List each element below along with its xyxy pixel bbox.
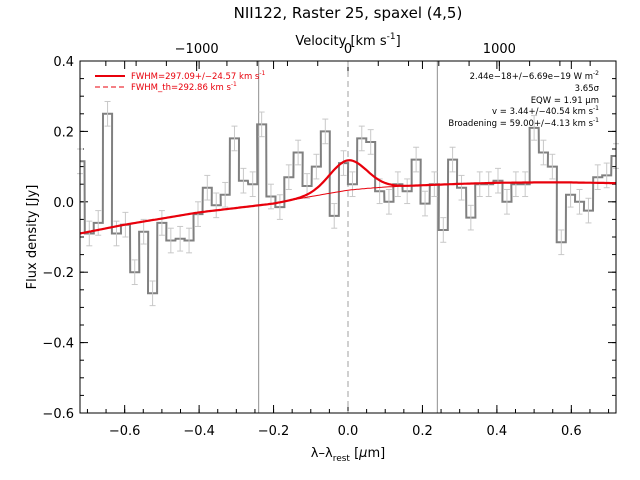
fit-line [79, 159, 616, 235]
y-tick-label: 0.4 [53, 55, 74, 70]
y-tick-label: −0.2 [42, 266, 74, 281]
y-tick-label: −0.4 [42, 337, 74, 352]
data-step-line [80, 112, 616, 295]
x-tick-label: 0.0 [338, 424, 359, 439]
top-tick-label: 0 [344, 42, 352, 57]
annotation-broadening: Broadening = 59.00+/−4.13 km s-1 [448, 117, 599, 129]
x-tick-label: 0.4 [487, 424, 508, 439]
top-tick-label: −1000 [175, 42, 219, 57]
legend-label-fwhm: FWHM=297.09+/−24.57 km s-1 [131, 70, 266, 82]
x-axis-label: λ–λrest [μm] [311, 446, 385, 464]
x-tick-label: 0.6 [561, 424, 582, 439]
fit-annotations: 2.44e−18+/−6.69e−19 W m-2 3.65σ EQW = 1.… [448, 70, 599, 129]
x-axis-ticks: −0.6 −0.4 −0.2 0.0 0.2 0.4 0.6 [86, 61, 610, 439]
annotation-flux: 2.44e−18+/−6.69e−19 W m-2 [470, 70, 600, 82]
legend: FWHM=297.09+/−24.57 km s-1 FWHM_th=292.8… [95, 70, 266, 93]
y-tick-label: 0.2 [53, 125, 74, 140]
y-axis-ticks: −0.6 −0.4 −0.2 0.0 0.2 0.4 [42, 55, 616, 422]
y-tick-label: −0.6 [42, 407, 74, 422]
y-tick-label: 0.0 [53, 196, 74, 211]
chart-title: NII122, Raster 25, spaxel (4,5) [234, 4, 463, 22]
annotation-sigma: 3.65σ [575, 84, 600, 94]
fit-series [79, 159, 616, 235]
top-tick-label: 1000 [483, 42, 516, 57]
x-tick-label: 0.2 [412, 424, 433, 439]
x-tick-label: −0.4 [183, 424, 215, 439]
reference-lines [258, 61, 438, 413]
top-axis-label: Velocity [km s-1] [295, 32, 400, 49]
annotation-velocity: v = 3.44+/−40.54 km s-1 [492, 105, 599, 117]
x-tick-label: −0.2 [258, 424, 290, 439]
y-axis-label: Flux density [Jy] [25, 185, 40, 290]
annotation-eqw: EQW = 1.91 μm [531, 96, 599, 106]
x-tick-label: −0.6 [109, 424, 141, 439]
plot-frame [79, 60, 617, 414]
legend-label-fwhm-th: FWHM_th=292.86 km s-1 [131, 81, 237, 93]
